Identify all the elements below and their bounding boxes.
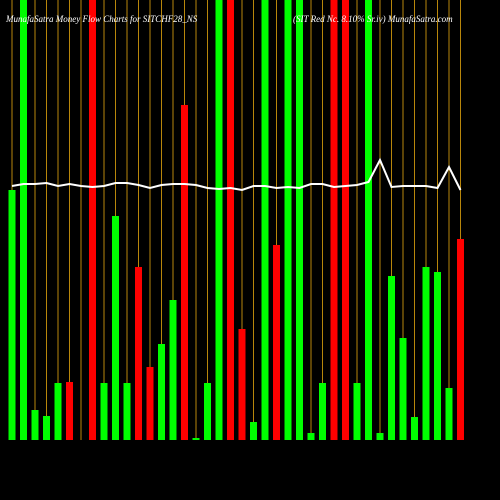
bar	[411, 417, 418, 440]
bar	[250, 422, 257, 440]
bar	[330, 0, 338, 440]
bar	[261, 0, 269, 440]
bar	[31, 410, 39, 440]
bar	[43, 416, 50, 440]
bar	[422, 267, 430, 440]
bar	[123, 383, 131, 440]
bar	[457, 239, 464, 440]
bar	[388, 276, 395, 440]
bar	[158, 344, 165, 440]
bar	[445, 388, 453, 440]
bar	[284, 0, 292, 440]
bar	[100, 383, 108, 440]
bar	[365, 0, 372, 440]
bar	[181, 105, 188, 440]
bar	[227, 0, 234, 440]
bar	[169, 300, 177, 440]
money-flow-line	[11, 157, 462, 192]
bar	[192, 438, 200, 440]
bar	[66, 382, 73, 440]
bar	[307, 433, 315, 440]
bar	[319, 383, 326, 440]
chart-subtitle: (SIT Red Nc. 8.10% Sr.iv) MunafaSatra.co…	[293, 14, 453, 24]
bar	[376, 433, 384, 440]
bar	[342, 0, 349, 440]
bar	[215, 0, 223, 440]
bar	[146, 367, 154, 440]
bar	[135, 267, 142, 440]
bar	[20, 0, 27, 440]
bar	[204, 383, 211, 440]
bar	[273, 245, 280, 440]
bar	[54, 383, 62, 440]
bar	[296, 0, 303, 440]
chart-title: MunafaSatra Money Flow Charts for SITCHF…	[5, 14, 198, 24]
bar	[8, 190, 16, 440]
bar	[434, 272, 441, 440]
bar	[238, 329, 246, 440]
bar	[89, 0, 96, 440]
bar	[399, 338, 407, 440]
bar	[112, 216, 119, 440]
bar	[353, 383, 361, 440]
